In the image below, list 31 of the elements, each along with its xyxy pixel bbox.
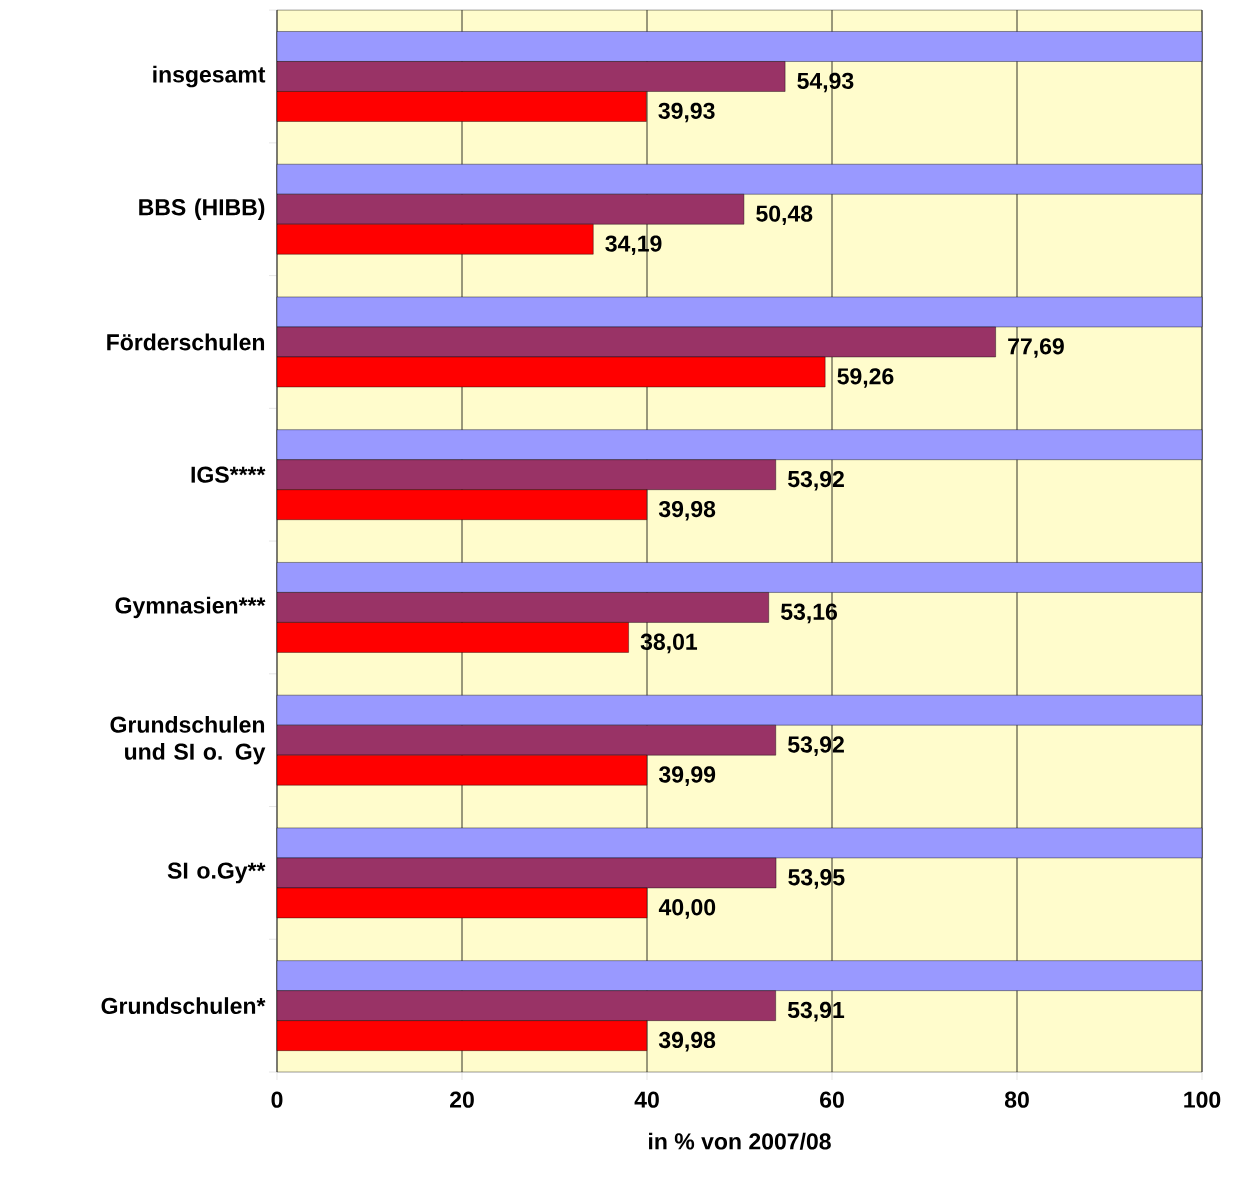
x-tick-label: 80 <box>1004 1091 1029 1108</box>
data-label: 39,98 <box>658 500 716 521</box>
x-tick-label: 40 <box>634 1091 659 1108</box>
y-tick-label: Förderschulen <box>107 333 265 351</box>
data-label: 53,16 <box>780 603 837 624</box>
data-label: 53,92 <box>788 470 844 491</box>
y-tick-label: BBS (HIBB) <box>139 198 265 220</box>
data-label: 34,19 <box>605 235 662 256</box>
y-tick-label: insgesamt <box>153 65 266 88</box>
data-label: 53,92 <box>788 736 844 756</box>
data-label: 39,98 <box>658 1031 716 1052</box>
data-label: 53,91 <box>787 1001 845 1022</box>
y-tick-label: IGS**** <box>191 466 266 483</box>
x-axis-title: in % von 2007/08 <box>649 1132 831 1150</box>
data-label: 54,93 <box>797 72 854 93</box>
y-tick-label: Gymnasien*** <box>115 596 266 619</box>
x-tick-label: 20 <box>450 1091 474 1108</box>
data-label: 38,01 <box>640 633 698 654</box>
y-tick-label: Grundschulen und SI o. Gy <box>110 715 266 765</box>
data-label: 40,00 <box>658 899 716 919</box>
data-label: 39,93 <box>658 102 715 123</box>
y-tick-label: SI o.Gy** <box>167 862 266 884</box>
x-tick-label: 100 <box>1184 1091 1221 1108</box>
data-label: 59,26 <box>837 368 894 388</box>
data-label: 53,95 <box>788 869 845 889</box>
y-tick-label: Grundschulen* <box>101 997 266 1015</box>
data-label: 50,48 <box>756 205 813 226</box>
x-tick-label: 60 <box>820 1091 844 1108</box>
x-tick-label: 0 <box>271 1091 283 1108</box>
data-label: 39,99 <box>658 766 716 786</box>
data-label: 77,69 <box>1008 338 1064 358</box>
